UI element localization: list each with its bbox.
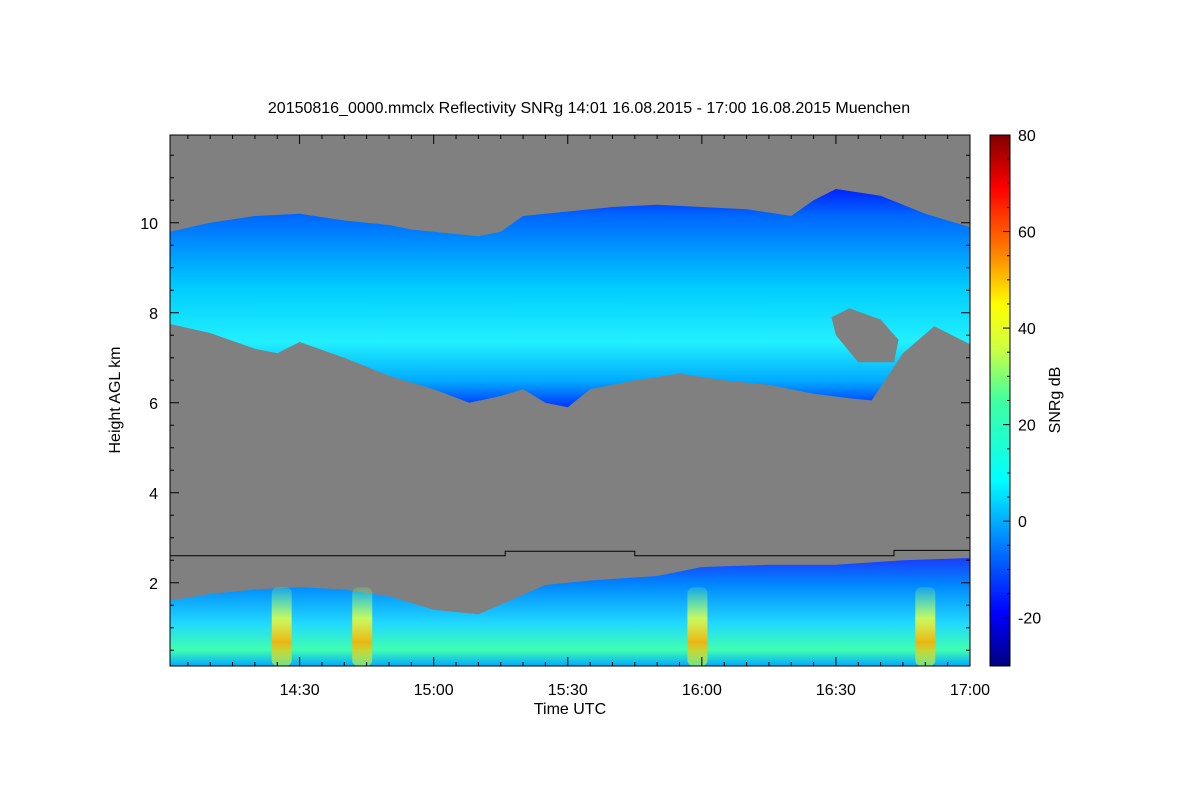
plot-area: 14:30 15:00 15:30 16:00 16:30 17:00 2 4 6 8 10 bbox=[140, 134, 990, 699]
plot-frame bbox=[169, 134, 971, 667]
x-axis: 14:30 15:00 15:30 16:00 16:30 17:00 bbox=[187, 135, 990, 699]
upper-cloud-gap bbox=[831, 308, 899, 363]
y-tick-label: 8 bbox=[149, 306, 158, 323]
x-tick-label: 16:30 bbox=[816, 682, 856, 699]
colorbar-tick-label: 40 bbox=[1018, 321, 1036, 338]
y-tick-label: 4 bbox=[149, 486, 158, 503]
y-tick-label: 10 bbox=[140, 216, 158, 233]
chart-title: 20150816_0000.mmclx Reflectivity SNRg 14… bbox=[268, 100, 910, 117]
y-axis: 2 4 6 8 10 bbox=[140, 154, 970, 651]
colorbar-tick-label: 80 bbox=[1018, 128, 1036, 145]
colorbar-tick-label: -20 bbox=[1018, 611, 1041, 628]
convective-core-1 bbox=[271, 587, 292, 666]
convective-cores bbox=[271, 587, 936, 666]
x-tick-label: 17:00 bbox=[950, 682, 990, 699]
x-tick-label: 15:30 bbox=[548, 682, 588, 699]
colorbar-tick-label: 60 bbox=[1018, 225, 1036, 242]
mode-boundary-line bbox=[170, 549, 970, 557]
x-axis-label: Time UTC bbox=[534, 701, 606, 718]
convective-core-4 bbox=[915, 587, 936, 666]
y-axis-label: Height AGL km bbox=[107, 346, 124, 453]
convective-core-2 bbox=[352, 587, 373, 666]
y-tick-label: 6 bbox=[149, 396, 158, 413]
x-tick-label: 16:00 bbox=[682, 682, 722, 699]
x-tick-label: 14:30 bbox=[280, 682, 320, 699]
upper-cloud-layer bbox=[170, 189, 970, 408]
x-tick-label: 15:00 bbox=[414, 682, 454, 699]
convective-core-3 bbox=[687, 587, 708, 666]
colorbar-label: SNRg dB bbox=[1047, 367, 1064, 434]
colorbar-ticks: -20 0 20 40 60 80 bbox=[1003, 128, 1041, 643]
colorbar-scale bbox=[990, 135, 1010, 666]
y-tick-label: 2 bbox=[149, 576, 158, 593]
colorbar-tick-label: 0 bbox=[1018, 514, 1027, 531]
colorbar-tick-label: 20 bbox=[1018, 418, 1036, 435]
colorbar: -20 0 20 40 60 80 bbox=[989, 128, 1041, 667]
